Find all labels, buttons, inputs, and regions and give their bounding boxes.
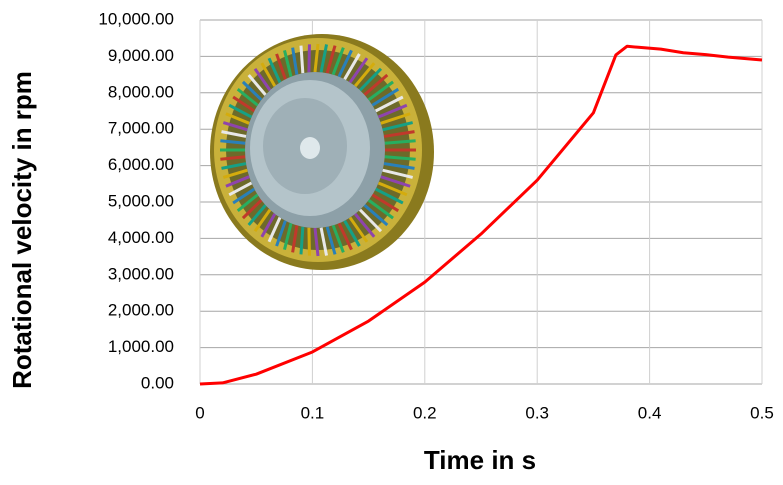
- x-tick-label: 0.3: [525, 403, 549, 422]
- y-tick-label: 1,000.00: [108, 337, 174, 356]
- y-tick-label: 0.00: [141, 373, 174, 392]
- x-tick-label: 0.1: [301, 403, 325, 422]
- y-axis-title: Rotational velocity in rpm: [7, 71, 37, 389]
- x-tick-label: 0.4: [638, 403, 662, 422]
- y-tick-label: 6,000.00: [108, 155, 174, 174]
- y-tick-label: 3,000.00: [108, 264, 174, 283]
- y-tick-label: 5,000.00: [108, 191, 174, 210]
- y-tick-label: 8,000.00: [108, 82, 174, 101]
- x-tick-label: 0.2: [413, 403, 437, 422]
- chart: Time in s Rotational velocity in rpm 0.0…: [0, 0, 783, 480]
- rotor-image: [210, 34, 434, 270]
- x-tick-label: 0: [195, 403, 204, 422]
- page: {"chart_data": {"type": "line", "x_label…: [0, 0, 783, 480]
- y-tick-label: 9,000.00: [108, 46, 174, 65]
- y-tick-label: 7,000.00: [108, 119, 174, 138]
- x-tick-label: 0.5: [750, 403, 774, 422]
- y-tick-label: 2,000.00: [108, 301, 174, 320]
- y-tick-label: 10,000.00: [98, 9, 174, 28]
- x-axis-title: Time in s: [424, 445, 536, 475]
- y-tick-label: 4,000.00: [108, 228, 174, 247]
